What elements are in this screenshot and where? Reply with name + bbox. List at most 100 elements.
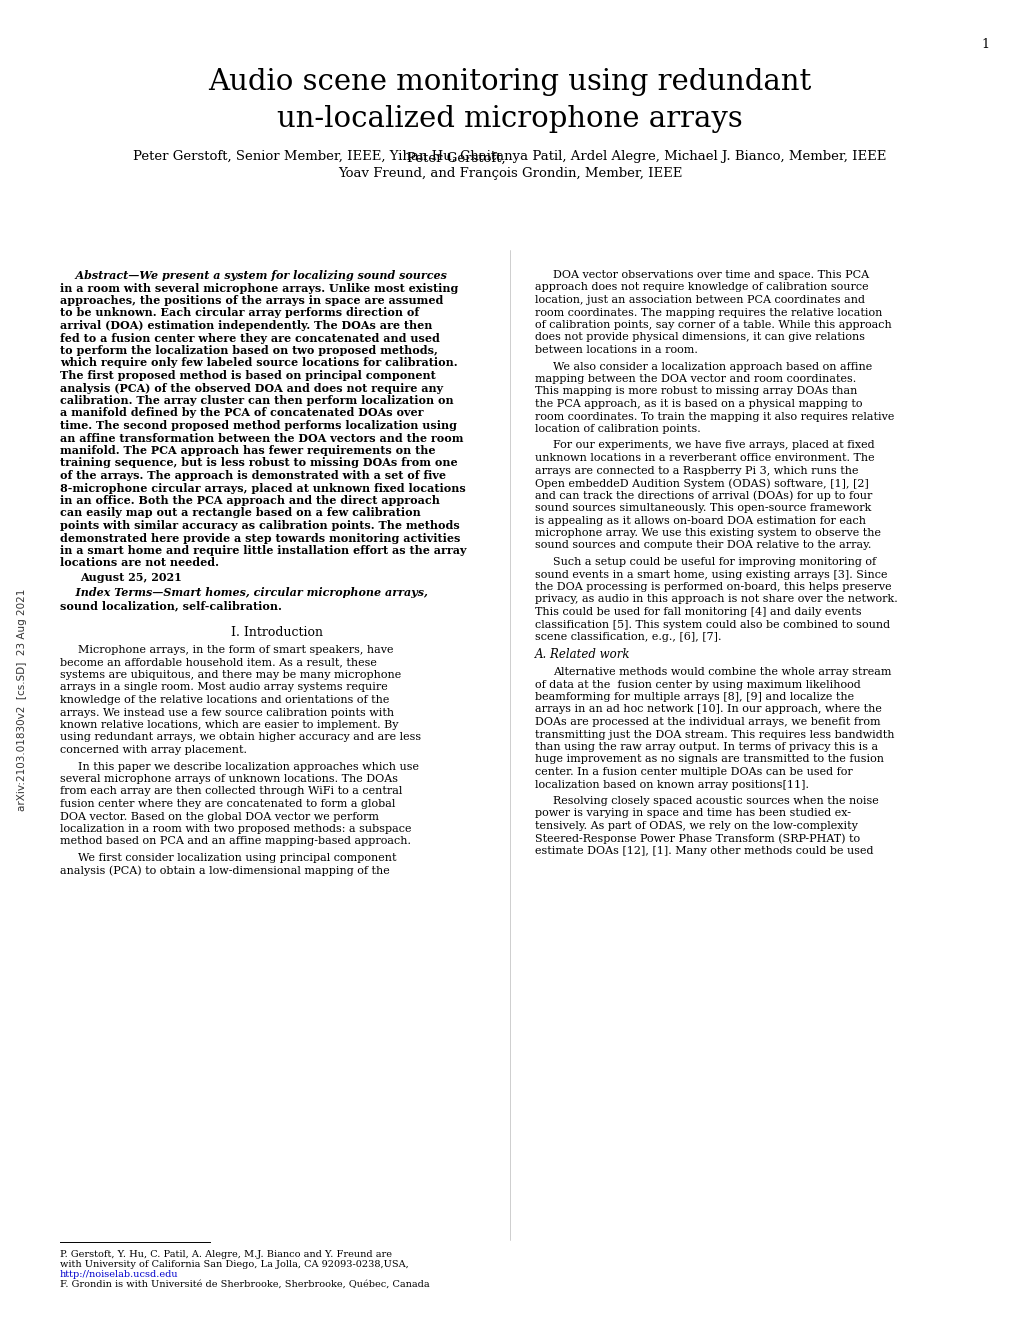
Text: beamforming for multiple arrays [8], [9] and localize the: beamforming for multiple arrays [8], [9]…	[535, 692, 853, 702]
Text: locations are not needed.: locations are not needed.	[60, 557, 219, 569]
Text: In this paper we describe localization approaches which use: In this paper we describe localization a…	[77, 762, 419, 771]
Text: of data at the  fusion center by using maximum likelihood: of data at the fusion center by using ma…	[535, 680, 860, 689]
Text: from each array are then collected through WiFi to a central: from each array are then collected throu…	[60, 787, 401, 796]
Text: calibration. The array cluster can then perform localization on: calibration. The array cluster can then …	[60, 395, 453, 407]
Text: F. Grondin is with Université de Sherbrooke, Sherbrooke, Québec, Canada: F. Grondin is with Université de Sherbro…	[60, 1280, 429, 1290]
Text: A. Related work: A. Related work	[535, 648, 630, 661]
Text: sound events in a smart home, using existing arrays [3]. Since: sound events in a smart home, using exis…	[535, 569, 887, 579]
Text: the DOA processing is performed on-board, this helps preserve: the DOA processing is performed on-board…	[535, 582, 891, 591]
Text: training sequence, but is less robust to missing DOAs from one: training sequence, but is less robust to…	[60, 458, 458, 469]
Text: We also consider a localization approach based on affine: We also consider a localization approach…	[552, 362, 871, 371]
Text: analysis (PCA) to obtain a low-dimensional mapping of the: analysis (PCA) to obtain a low-dimension…	[60, 866, 389, 876]
Text: of calibration points, say corner of a table. While this approach: of calibration points, say corner of a t…	[535, 319, 891, 330]
Text: approaches, the positions of the arrays in space are assumed: approaches, the positions of the arrays …	[60, 294, 443, 306]
Text: localization in a room with two proposed methods: a subspace: localization in a room with two proposed…	[60, 824, 411, 834]
Text: Audio scene monitoring using redundant: Audio scene monitoring using redundant	[208, 69, 811, 96]
Text: Peter Gerstoft, Senior Member, IEEE, Yihan Hu, Chaitanya Patil, Ardel Alegre, Mi: Peter Gerstoft, Senior Member, IEEE, Yih…	[133, 150, 886, 162]
Text: P. Gerstoft, Y. Hu, C. Patil, A. Alegre, M.J. Bianco and Y. Freund are: P. Gerstoft, Y. Hu, C. Patil, A. Alegre,…	[60, 1250, 391, 1259]
Text: classification [5]. This system could also be combined to sound: classification [5]. This system could al…	[535, 619, 890, 630]
Text: points with similar accuracy as calibration points. The methods: points with similar accuracy as calibrat…	[60, 520, 460, 531]
Text: fed to a fusion center where they are concatenated and used: fed to a fusion center where they are co…	[60, 333, 439, 343]
Text: location of calibration points.: location of calibration points.	[535, 424, 700, 434]
Text: scene classification, e.g., [6], [7].: scene classification, e.g., [6], [7].	[535, 632, 720, 642]
Text: in a room with several microphone arrays. Unlike most existing: in a room with several microphone arrays…	[60, 282, 458, 293]
Text: systems are ubiquitous, and there may be many microphone: systems are ubiquitous, and there may be…	[60, 671, 400, 680]
Text: analysis (PCA) of the observed DOA and does not require any: analysis (PCA) of the observed DOA and d…	[60, 383, 442, 393]
Text: known relative locations, which are easier to implement. By: known relative locations, which are easi…	[60, 719, 398, 730]
Text: time. The second proposed method performs localization using: time. The second proposed method perform…	[60, 420, 457, 432]
Text: and can track the directions of arrival (DOAs) for up to four: and can track the directions of arrival …	[535, 491, 871, 502]
Text: DOAs are processed at the individual arrays, we benefit from: DOAs are processed at the individual arr…	[535, 717, 879, 727]
Text: We first consider localization using principal component: We first consider localization using pri…	[77, 853, 396, 863]
Text: arrival (DOA) estimation independently. The DOAs are then: arrival (DOA) estimation independently. …	[60, 319, 432, 331]
Text: DOA vector observations over time and space. This PCA: DOA vector observations over time and sp…	[552, 271, 868, 280]
Text: http://noiselab.ucsd.edu: http://noiselab.ucsd.edu	[60, 1270, 178, 1279]
Text: become an affordable household item. As a result, these: become an affordable household item. As …	[60, 657, 376, 668]
Text: can easily map out a rectangle based on a few calibration: can easily map out a rectangle based on …	[60, 507, 421, 519]
Text: approach does not require knowledge of calibration source: approach does not require knowledge of c…	[535, 282, 868, 293]
Text: August 25, 2021: August 25, 2021	[79, 572, 181, 583]
Text: several microphone arrays of unknown locations. The DOAs: several microphone arrays of unknown loc…	[60, 774, 397, 784]
Text: DOA vector. Based on the global DOA vector we perform: DOA vector. Based on the global DOA vect…	[60, 812, 379, 821]
Text: to be unknown. Each circular array performs direction of: to be unknown. Each circular array perfo…	[60, 308, 419, 318]
Text: room coordinates. The mapping requires the relative location: room coordinates. The mapping requires t…	[535, 308, 881, 318]
Text: arXiv:2103.01830v2  [cs.SD]  23 Aug 2021: arXiv:2103.01830v2 [cs.SD] 23 Aug 2021	[17, 589, 26, 812]
Text: method based on PCA and an affine mapping-based approach.: method based on PCA and an affine mappin…	[60, 837, 411, 846]
Text: in a smart home and require little installation effort as the array: in a smart home and require little insta…	[60, 545, 466, 556]
Text: Alternative methods would combine the whole array stream: Alternative methods would combine the wh…	[552, 667, 891, 677]
Text: to perform the localization based on two proposed methods,: to perform the localization based on two…	[60, 345, 437, 356]
Text: room coordinates. To train the mapping it also requires relative: room coordinates. To train the mapping i…	[535, 412, 894, 421]
Text: using redundant arrays, we obtain higher accuracy and are less: using redundant arrays, we obtain higher…	[60, 733, 421, 742]
Text: arrays in a single room. Most audio array systems require: arrays in a single room. Most audio arra…	[60, 682, 387, 693]
Text: The first proposed method is based on principal component: The first proposed method is based on pr…	[60, 370, 435, 381]
Text: a manifold defined by the PCA of concatenated DOAs over: a manifold defined by the PCA of concate…	[60, 408, 423, 418]
Text: than using the raw array output. In terms of privacy this is a: than using the raw array output. In term…	[535, 742, 877, 752]
Text: Open embeddeD Audition System (ODAS) software, [1], [2]: Open embeddeD Audition System (ODAS) sof…	[535, 478, 868, 488]
Text: This mapping is more robust to missing array DOAs than: This mapping is more robust to missing a…	[535, 387, 857, 396]
Text: of the arrays. The approach is demonstrated with a set of five: of the arrays. The approach is demonstra…	[60, 470, 445, 480]
Text: 8-microphone circular arrays, placed at unknown fixed locations: 8-microphone circular arrays, placed at …	[60, 483, 466, 494]
Text: location, just an association between PCA coordinates and: location, just an association between PC…	[535, 294, 864, 305]
Text: in an office. Both the PCA approach and the direct approach: in an office. Both the PCA approach and …	[60, 495, 439, 506]
Text: knowledge of the relative locations and orientations of the: knowledge of the relative locations and …	[60, 696, 389, 705]
Text: Resolving closely spaced acoustic sources when the noise: Resolving closely spaced acoustic source…	[552, 796, 878, 807]
Text: Abstract—We present a system for localizing sound sources: Abstract—We present a system for localiz…	[60, 271, 446, 281]
Text: is appealing as it allows on-board DOA estimation for each: is appealing as it allows on-board DOA e…	[535, 516, 865, 525]
Text: sound localization, self-calibration.: sound localization, self-calibration.	[60, 601, 281, 611]
Text: with University of California San Diego, La Jolla, CA 92093-0238,USA,: with University of California San Diego,…	[60, 1261, 409, 1269]
Text: sound sources simultaneously. This open-source framework: sound sources simultaneously. This open-…	[535, 503, 870, 513]
Text: microphone array. We use this existing system to observe the: microphone array. We use this existing s…	[535, 528, 880, 539]
Text: an affine transformation between the DOA vectors and the room: an affine transformation between the DOA…	[60, 433, 463, 444]
Text: between locations in a room.: between locations in a room.	[535, 345, 697, 355]
Text: This could be used for fall monitoring [4] and daily events: This could be used for fall monitoring […	[535, 607, 861, 616]
Text: For our experiments, we have five arrays, placed at fixed: For our experiments, we have five arrays…	[552, 441, 873, 450]
Text: Microphone arrays, in the form of smart speakers, have: Microphone arrays, in the form of smart …	[77, 645, 393, 655]
Text: arrays in an ad hoc network [10]. In our approach, where the: arrays in an ad hoc network [10]. In our…	[535, 705, 881, 714]
Text: localization based on known array positions[11].: localization based on known array positi…	[535, 780, 808, 789]
Text: power is varying in space and time has been studied ex-: power is varying in space and time has b…	[535, 808, 850, 818]
Text: demonstrated here provide a step towards monitoring activities: demonstrated here provide a step towards…	[60, 532, 460, 544]
Text: huge improvement as no signals are transmitted to the fusion: huge improvement as no signals are trans…	[535, 755, 883, 764]
Text: does not provide physical dimensions, it can give relations: does not provide physical dimensions, it…	[535, 333, 864, 342]
Text: concerned with array placement.: concerned with array placement.	[60, 744, 247, 755]
Text: Peter Gerstoft,: Peter Gerstoft,	[407, 152, 510, 165]
Text: manifold. The PCA approach has fewer requirements on the: manifold. The PCA approach has fewer req…	[60, 445, 435, 455]
Text: which require only few labeled source locations for calibration.: which require only few labeled source lo…	[60, 358, 458, 368]
Text: Yoav Freund, and François Grondin, Member, IEEE: Yoav Freund, and François Grondin, Membe…	[337, 168, 682, 180]
Text: estimate DOAs [12], [1]. Many other methods could be used: estimate DOAs [12], [1]. Many other meth…	[535, 846, 872, 855]
Text: Steered-Response Power Phase Transform (SRP-PHAT) to: Steered-Response Power Phase Transform (…	[535, 833, 859, 843]
Text: arrays. We instead use a few source calibration points with: arrays. We instead use a few source cali…	[60, 708, 393, 718]
Text: I. Introduction: I. Introduction	[230, 627, 323, 639]
Text: the PCA approach, as it is based on a physical mapping to: the PCA approach, as it is based on a ph…	[535, 399, 862, 409]
Text: un-localized microphone arrays: un-localized microphone arrays	[277, 106, 742, 133]
Text: unknown locations in a reverberant office environment. The: unknown locations in a reverberant offic…	[535, 453, 873, 463]
Text: sound sources and compute their DOA relative to the array.: sound sources and compute their DOA rela…	[535, 540, 870, 550]
Text: tensively. As part of ODAS, we rely on the low-complexity: tensively. As part of ODAS, we rely on t…	[535, 821, 857, 832]
Text: Such a setup could be useful for improving monitoring of: Such a setup could be useful for improvi…	[552, 557, 875, 568]
Text: center. In a fusion center multiple DOAs can be used for: center. In a fusion center multiple DOAs…	[535, 767, 852, 777]
Text: 1: 1	[980, 38, 988, 51]
Text: privacy, as audio in this approach is not share over the network.: privacy, as audio in this approach is no…	[535, 594, 897, 605]
Text: fusion center where they are concatenated to form a global: fusion center where they are concatenate…	[60, 799, 395, 809]
Text: mapping between the DOA vector and room coordinates.: mapping between the DOA vector and room …	[535, 374, 855, 384]
Text: Index Terms—Smart homes, circular microphone arrays,: Index Terms—Smart homes, circular microp…	[60, 587, 427, 598]
